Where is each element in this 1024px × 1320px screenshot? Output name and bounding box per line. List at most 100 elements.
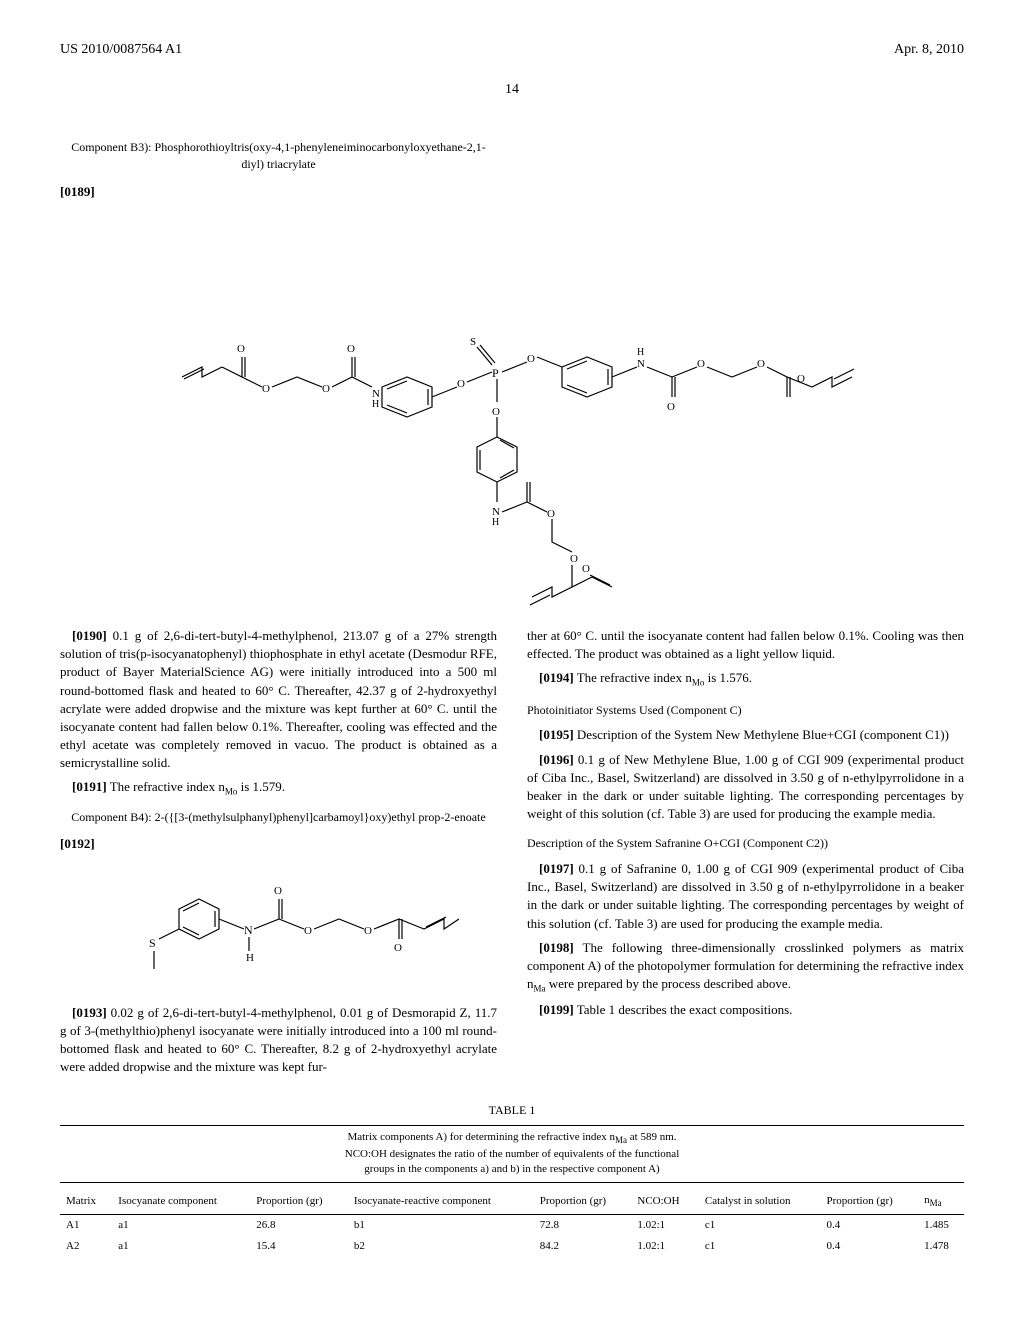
para-0198-num: [0198] — [539, 940, 574, 955]
svg-text:S: S — [149, 936, 156, 950]
para-0198-sub: Ma — [534, 984, 546, 994]
para-0199: [0199] Table 1 describes the exact compo… — [527, 1001, 964, 1019]
td: 72.8 — [534, 1214, 632, 1236]
svg-text:O: O — [697, 358, 705, 370]
svg-text:O: O — [274, 885, 282, 897]
svg-text:O: O — [570, 553, 578, 565]
th-isocyanate: Isocyanate component — [112, 1189, 250, 1214]
td: c1 — [699, 1236, 821, 1257]
table-caption-l3: groups in the components a) and b) in th… — [364, 1163, 659, 1175]
svg-text:O: O — [492, 406, 500, 418]
svg-text:P: P — [492, 366, 499, 380]
para-0194-end: is 1.576. — [704, 670, 752, 685]
para-0198-end: were prepared by the process described a… — [546, 976, 791, 991]
td: 15.4 — [250, 1236, 348, 1257]
th-prop1: Proportion (gr) — [250, 1189, 348, 1214]
table-header-row: Matrix Isocyanate component Proportion (… — [60, 1189, 964, 1214]
table-1: Matrix Isocyanate component Proportion (… — [60, 1189, 964, 1258]
para-0194-text: The refractive index n — [577, 670, 692, 685]
para-cont: ther at 60° C. until the isocyanate cont… — [527, 627, 964, 663]
td: A1 — [60, 1214, 112, 1236]
para-0194: [0194] The refractive index nMo is 1.576… — [527, 669, 964, 689]
td: 84.2 — [534, 1236, 632, 1257]
th-catalyst: Catalyst in solution — [699, 1189, 821, 1214]
svg-text:O: O — [304, 925, 312, 937]
chemical-structure-b3: O O O O N H O P S O — [60, 227, 964, 607]
svg-text:O: O — [394, 942, 402, 954]
para-0199-text: Table 1 describes the exact compositions… — [577, 1002, 793, 1017]
section-c-heading: Photoinitiator Systems Used (Component C… — [527, 702, 964, 719]
table-caption-sub: Ma — [615, 1135, 627, 1145]
para-0189: [0189] — [60, 183, 497, 201]
svg-text:O: O — [582, 563, 590, 575]
table-caption-l2: NCO:OH designates the ratio of the numbe… — [345, 1148, 680, 1160]
td: 1.02:1 — [631, 1236, 699, 1257]
left-column-lower: [0190] 0.1 g of 2,6-di-tert-butyl-4-meth… — [60, 627, 497, 1082]
para-0195: [0195] Description of the System New Met… — [527, 726, 964, 744]
right-column: ther at 60° C. until the isocyanate cont… — [527, 627, 964, 1082]
para-0194-num: [0194] — [539, 670, 574, 685]
para-0191-end: is 1.579. — [237, 779, 285, 794]
para-0198: [0198] The following three-dimensionally… — [527, 939, 964, 996]
para-0195-num: [0195] — [539, 727, 574, 742]
table-1-wrapper: TABLE 1 Matrix components A) for determi… — [60, 1102, 964, 1257]
para-0197-text: 0.1 g of Safranine 0, 1.00 g of CGI 909 … — [527, 861, 964, 931]
svg-text:O: O — [262, 383, 270, 395]
th-matrix: Matrix — [60, 1189, 112, 1214]
td: b1 — [348, 1214, 534, 1236]
td: b2 — [348, 1236, 534, 1257]
svg-text:O: O — [547, 508, 555, 520]
table-caption-l1e: at 589 nm. — [627, 1131, 677, 1143]
para-0191-sub: Mo — [225, 787, 238, 797]
table-row: A2 a1 15.4 b2 84.2 1.02:1 c1 0.4 1.478 — [60, 1236, 964, 1257]
th-nma: nMa — [918, 1189, 964, 1214]
td: 0.4 — [821, 1214, 919, 1236]
td: A2 — [60, 1236, 112, 1257]
para-0189-num: [0189] — [60, 184, 95, 199]
para-0197-num: [0197] — [539, 861, 574, 876]
th-reactive: Isocyanate-reactive component — [348, 1189, 534, 1214]
para-0193-text: 0.02 g of 2,6-di-tert-butyl-4-methylphen… — [60, 1005, 497, 1075]
para-0193: [0193] 0.02 g of 2,6-di-tert-butyl-4-met… — [60, 1004, 497, 1077]
para-0195-text: Description of the System New Methylene … — [577, 727, 949, 742]
td: 1.485 — [918, 1214, 964, 1236]
table-row: A1 a1 26.8 b1 72.8 1.02:1 c1 0.4 1.485 — [60, 1214, 964, 1236]
para-0191: [0191] The refractive index nMo is 1.579… — [60, 778, 497, 798]
svg-text:H: H — [492, 517, 499, 528]
th-prop2: Proportion (gr) — [534, 1189, 632, 1214]
svg-text:H: H — [246, 952, 254, 964]
section-c2-heading: Description of the System Safranine O+CG… — [527, 835, 964, 852]
para-0190-num: [0190] — [72, 628, 107, 643]
svg-text:N: N — [637, 358, 645, 370]
td: 0.4 — [821, 1236, 919, 1257]
td: a1 — [112, 1236, 250, 1257]
th-nco: NCO:OH — [631, 1189, 699, 1214]
td: 1.02:1 — [631, 1214, 699, 1236]
para-0197: [0197] 0.1 g of Safranine 0, 1.00 g of C… — [527, 860, 964, 933]
para-0194-sub: Mo — [692, 678, 705, 688]
table-1-caption: Matrix components A) for determining the… — [60, 1125, 964, 1183]
svg-text:O: O — [757, 358, 765, 370]
component-b4-title: Component B4): 2-({[3-(methylsulphanyl)p… — [60, 809, 497, 826]
para-0196-text: 0.1 g of New Methylene Blue, 1.00 g of C… — [527, 752, 964, 822]
header-left: US 2010/0087564 A1 — [60, 40, 182, 60]
svg-text:N: N — [244, 923, 253, 937]
page-number: 14 — [60, 80, 964, 100]
table-1-title: TABLE 1 — [60, 1102, 964, 1119]
svg-text:O: O — [237, 343, 245, 355]
para-0191-num: [0191] — [72, 779, 107, 794]
para-0190: [0190] 0.1 g of 2,6-di-tert-butyl-4-meth… — [60, 627, 497, 773]
svg-text:S: S — [470, 336, 476, 348]
svg-text:O: O — [347, 343, 355, 355]
para-0191-text: The refractive index n — [110, 779, 225, 794]
chemical-structure-b4: S N H O O O O — [60, 869, 497, 989]
svg-text:H: H — [637, 347, 644, 358]
td: c1 — [699, 1214, 821, 1236]
left-column: Component B3): Phosphorothioyltris(oxy-4… — [60, 129, 497, 207]
para-0190-text: 0.1 g of 2,6-di-tert-butyl-4-methylpheno… — [60, 628, 497, 770]
para-0196: [0196] 0.1 g of New Methylene Blue, 1.00… — [527, 751, 964, 824]
table-caption-l1: Matrix components A) for determining the… — [347, 1131, 615, 1143]
svg-text:H: H — [372, 399, 379, 410]
para-0196-num: [0196] — [539, 752, 574, 767]
th-prop3: Proportion (gr) — [821, 1189, 919, 1214]
